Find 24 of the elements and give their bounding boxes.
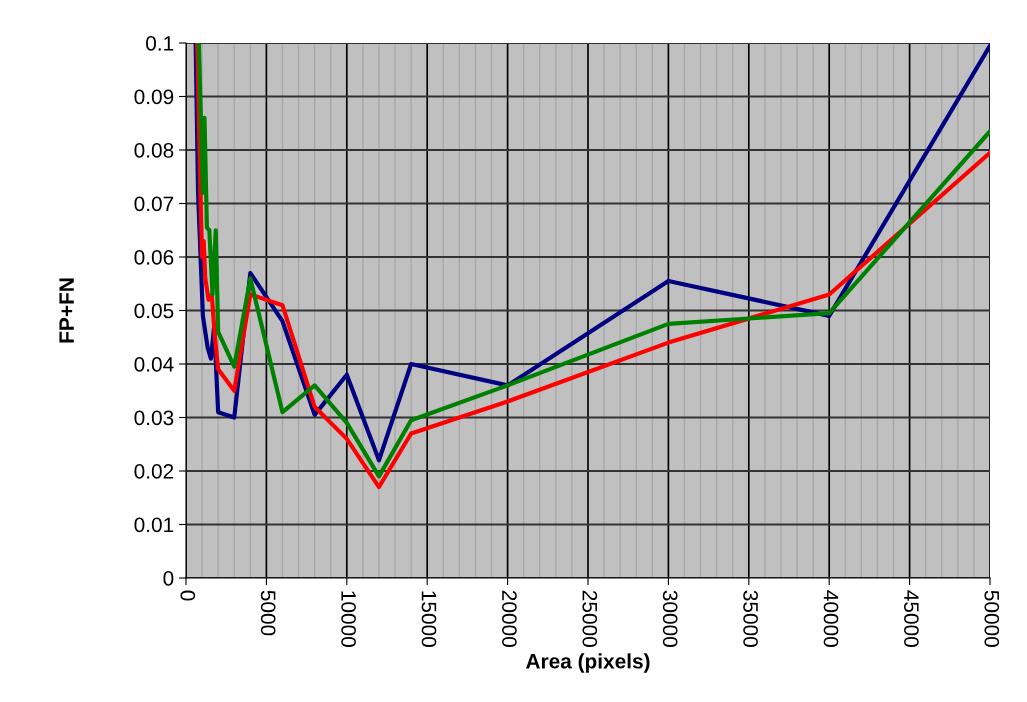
y-tick-label: 0.04 xyxy=(134,357,174,372)
x-tick-label: 45000 xyxy=(904,590,919,647)
y-tick-label: 0.1 xyxy=(146,36,174,51)
y-tick-label: 0.07 xyxy=(134,196,174,212)
x-tick-label: 50000 xyxy=(984,590,1000,647)
x-tick-label: 10000 xyxy=(341,591,356,647)
x-tick-label: 35000 xyxy=(743,590,758,647)
y-tick-label: 0.06 xyxy=(134,250,174,265)
x-tick-label: 40000 xyxy=(823,590,839,647)
x-tick-label: 15000 xyxy=(421,591,437,647)
y-tick-label: 0.09 xyxy=(134,89,174,105)
x-tick-label: 25000 xyxy=(582,590,598,647)
y-tick-label: 0.03 xyxy=(134,410,174,426)
y-tick-label: 0.08 xyxy=(134,143,174,158)
x-tick-label: 5000 xyxy=(260,590,276,636)
x-axis-title: Area (pixels) xyxy=(526,653,650,673)
y-tick-label: 0.05 xyxy=(134,303,174,319)
y-axis-title: FP+FN xyxy=(59,278,74,343)
y-tick-label: 0.01 xyxy=(134,517,174,533)
x-tick-label: 30000 xyxy=(662,590,678,647)
y-tick-label: 0 xyxy=(163,571,174,586)
x-tick-label: 20000 xyxy=(502,590,517,647)
x-tick-label: 0 xyxy=(180,590,196,601)
y-tick-label: 0.02 xyxy=(134,464,174,479)
